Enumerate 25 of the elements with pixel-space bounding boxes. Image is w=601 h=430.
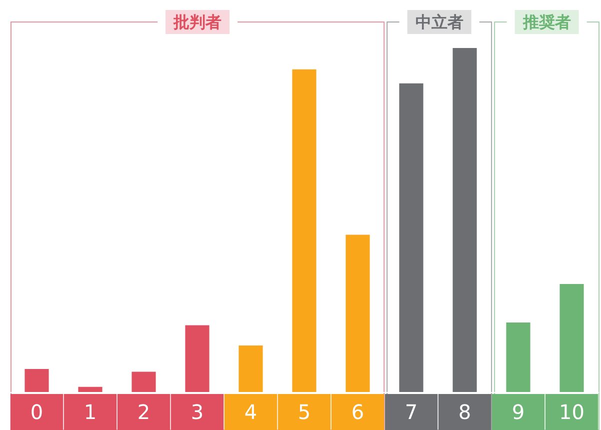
x-tick-label: 8 bbox=[458, 400, 472, 424]
text: 批判者 bbox=[172, 12, 222, 32]
x-tick-label: 9 bbox=[512, 400, 525, 424]
x-tick-label: 2 bbox=[137, 400, 150, 424]
bar bbox=[24, 368, 49, 392]
bar bbox=[78, 386, 102, 392]
bar bbox=[238, 346, 263, 392]
text: 推奨者 bbox=[522, 12, 571, 32]
x-tick-label: 1 bbox=[84, 400, 97, 424]
x-tick-label: 4 bbox=[244, 400, 258, 424]
bar bbox=[560, 284, 584, 392]
bar bbox=[132, 372, 156, 392]
bar bbox=[399, 83, 424, 392]
bar bbox=[185, 325, 210, 392]
bar bbox=[346, 234, 370, 392]
bar bbox=[292, 69, 316, 392]
x-tick-label: 10 bbox=[559, 400, 584, 424]
bar bbox=[506, 322, 530, 392]
x-tick-label: 6 bbox=[351, 400, 364, 424]
x-tick-label: 3 bbox=[190, 400, 204, 424]
x-tick-label: 7 bbox=[404, 400, 418, 424]
bar bbox=[452, 48, 477, 392]
x-tick-label: 0 bbox=[30, 400, 44, 424]
series-label: 中立者 bbox=[415, 12, 464, 32]
x-tick-label: 5 bbox=[298, 400, 311, 424]
